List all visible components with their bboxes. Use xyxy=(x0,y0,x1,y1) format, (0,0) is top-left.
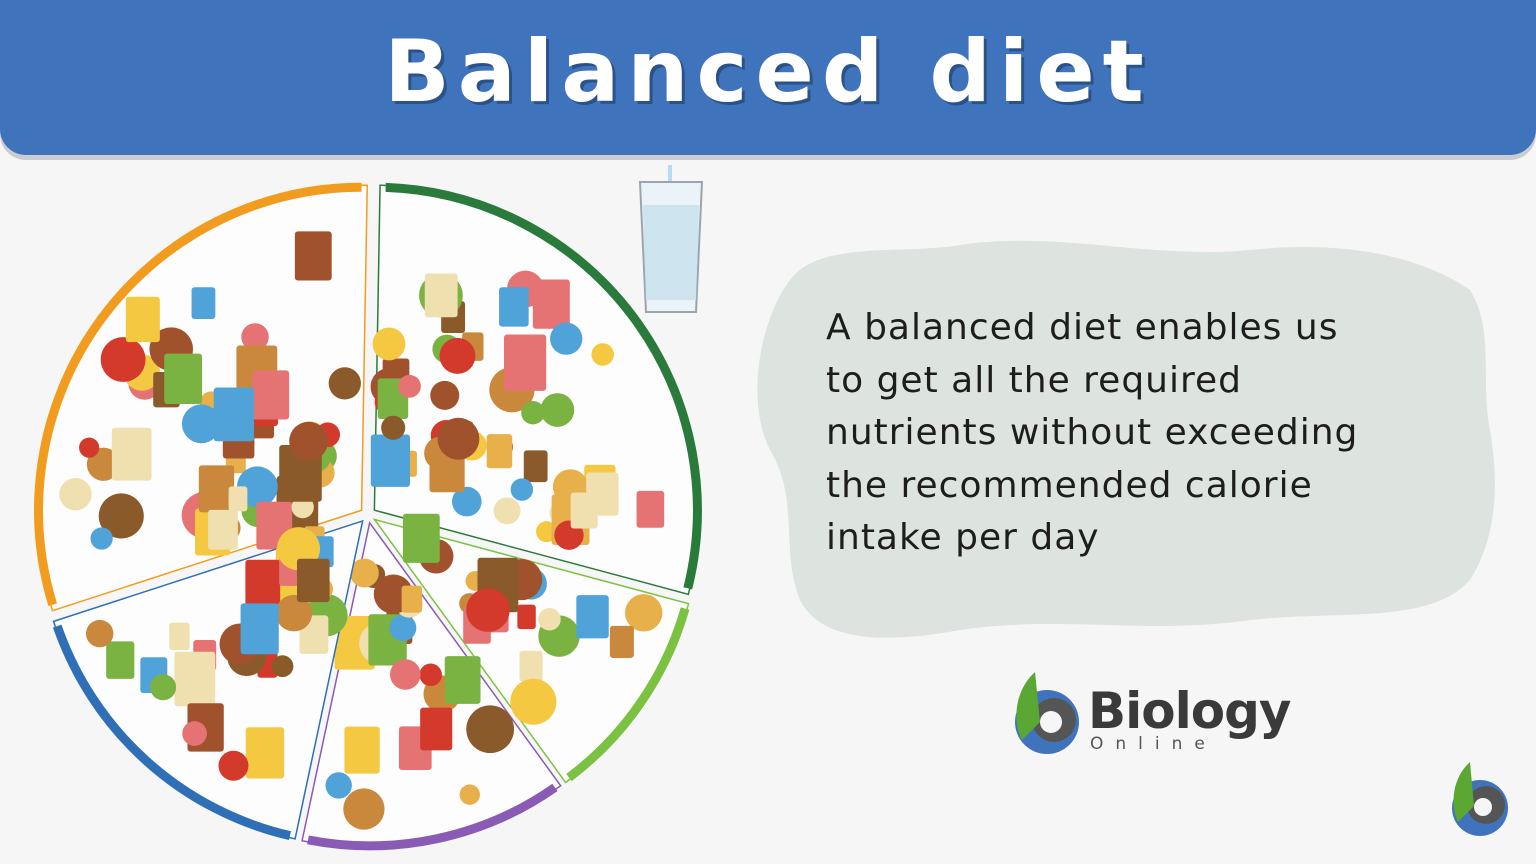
food-item xyxy=(398,374,421,398)
food-item xyxy=(213,387,254,442)
food-item xyxy=(252,370,290,420)
food-item xyxy=(344,726,380,774)
food-item xyxy=(228,486,248,512)
water-glass xyxy=(638,165,704,313)
food-item xyxy=(106,641,135,679)
food-item xyxy=(294,231,332,281)
food-item xyxy=(275,594,313,632)
food-item xyxy=(519,650,543,682)
food-item xyxy=(636,490,665,528)
description: A balanced diet enables us to get all th… xyxy=(826,302,1466,565)
food-item xyxy=(169,622,190,650)
food-item xyxy=(521,400,545,425)
food-item xyxy=(451,486,482,517)
food-item xyxy=(532,279,570,329)
food-item xyxy=(289,421,329,461)
plate-rim xyxy=(52,624,292,841)
food-item xyxy=(609,625,634,658)
food-item xyxy=(182,721,207,746)
food-item xyxy=(510,478,534,501)
description-line: A balanced diet enables us xyxy=(826,307,1339,348)
food-item xyxy=(576,595,609,639)
food-item xyxy=(381,415,406,440)
food-item xyxy=(181,404,221,444)
food-item xyxy=(86,447,121,481)
food-item xyxy=(191,287,216,320)
food-item xyxy=(245,559,281,607)
food-item xyxy=(499,287,529,327)
food-item xyxy=(164,353,203,405)
food-item xyxy=(59,477,92,511)
food-item xyxy=(493,497,521,525)
food-item xyxy=(591,343,614,366)
food-item xyxy=(486,434,513,469)
food-item xyxy=(401,585,422,613)
food-item xyxy=(424,273,458,318)
food-item xyxy=(218,750,249,781)
food-plate xyxy=(34,182,702,851)
food-item xyxy=(174,651,216,707)
food-item xyxy=(100,337,146,382)
food-item xyxy=(343,788,385,830)
food-item xyxy=(240,603,279,655)
food-item xyxy=(510,678,557,725)
food-item xyxy=(538,607,561,631)
food-item xyxy=(437,417,480,460)
food-item xyxy=(90,527,113,550)
description-line: the recommended calorie xyxy=(826,464,1313,506)
food-item xyxy=(271,655,294,678)
logo-subtitle: Online xyxy=(1090,734,1217,754)
food-item xyxy=(444,656,481,704)
food-item xyxy=(125,296,160,343)
food-item xyxy=(540,393,575,427)
text-cloud xyxy=(757,240,1495,638)
food-item xyxy=(245,727,285,779)
plate-rim xyxy=(307,783,558,851)
food-item xyxy=(459,784,480,805)
food-item xyxy=(198,465,235,513)
food-item xyxy=(370,434,411,487)
title: Balanced diet xyxy=(384,22,1152,122)
food-item xyxy=(420,707,453,751)
food-item xyxy=(430,380,460,410)
food-item xyxy=(466,705,515,754)
description-line: intake per day xyxy=(826,517,1100,558)
food-item xyxy=(466,588,510,632)
food-item xyxy=(150,674,177,701)
food-item xyxy=(111,427,152,481)
plate-rim xyxy=(34,182,362,606)
food-item xyxy=(241,323,269,351)
header-bar: Balanced diet xyxy=(0,0,1536,155)
food-item xyxy=(85,619,114,648)
food-item xyxy=(523,450,548,483)
food-item xyxy=(349,558,379,588)
food-item xyxy=(517,604,536,630)
logo-icon xyxy=(1015,672,1508,836)
description-line: to get all the required xyxy=(826,359,1243,401)
plate-rim xyxy=(566,607,690,782)
food-item xyxy=(325,772,352,799)
food-item xyxy=(402,513,440,563)
food-item xyxy=(208,509,238,550)
description-line: nutrients without exceeding xyxy=(826,412,1359,453)
food-item xyxy=(389,614,417,642)
food-item xyxy=(419,663,442,687)
logo-name: Biology xyxy=(1088,682,1291,740)
food-item xyxy=(550,322,583,355)
food-item xyxy=(98,493,144,539)
food-item xyxy=(570,492,598,529)
food-item xyxy=(390,659,421,690)
food-item xyxy=(372,327,406,361)
food-item xyxy=(624,594,663,632)
food-item xyxy=(328,367,361,400)
plate-rim xyxy=(385,182,702,590)
food-item xyxy=(296,558,330,603)
food-item xyxy=(79,437,100,458)
food-item xyxy=(439,337,476,374)
food-item xyxy=(503,334,547,391)
